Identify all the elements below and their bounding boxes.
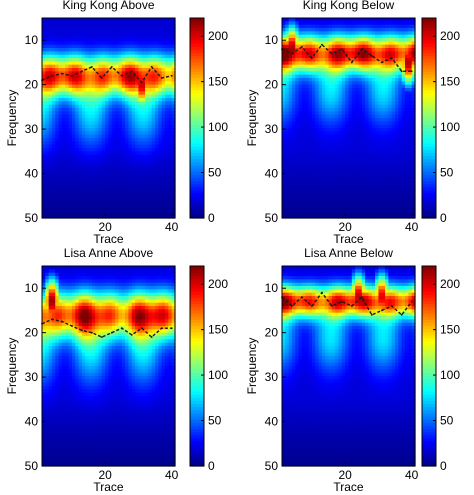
- x-tick-label: 40: [165, 220, 179, 234]
- y-axis-label: Frequency: [5, 90, 19, 147]
- x-tick-label: 40: [405, 220, 419, 234]
- dashed-line-point: [371, 55, 373, 57]
- y-tick-label: 10: [25, 33, 39, 47]
- dashed-line-point: [151, 66, 153, 68]
- dashed-line-point: [341, 48, 343, 50]
- y-tick-label: 30: [25, 122, 39, 136]
- dashed-line-point: [391, 57, 393, 59]
- dashed-line-point: [51, 75, 53, 77]
- dashed-line-point: [351, 62, 353, 64]
- dashed-line-point: [401, 70, 403, 72]
- dashed-line-point: [161, 77, 163, 79]
- colorbar-tick-label: 50: [208, 166, 222, 180]
- y-axis-label: Frequency: [245, 90, 259, 147]
- dashed-line-point: [311, 57, 313, 59]
- x-axis-label: Trace: [93, 232, 124, 246]
- chart-title: King Kong Below: [303, 0, 395, 12]
- x-axis-label: Trace: [333, 232, 364, 246]
- y-tick-label: 50: [265, 211, 279, 225]
- y-tick-label: 10: [265, 33, 279, 47]
- dashed-line-point: [71, 75, 73, 77]
- dashed-line-point: [111, 66, 113, 68]
- colorbar: 0 50 100 150 200: [190, 18, 228, 225]
- y-tick-label: 20: [25, 78, 39, 92]
- dashed-line-point: [171, 75, 173, 77]
- dashed-line-point: [101, 77, 103, 79]
- colorbar-tick-label: 150: [208, 75, 228, 89]
- y-tick-label: 40: [265, 167, 279, 181]
- dashed-line-point: [91, 66, 93, 68]
- colorbar-tick-label: 0: [208, 211, 215, 225]
- dashed-line-point: [331, 53, 333, 55]
- dashed-line-point: [81, 70, 83, 72]
- dashed-line-point: [121, 75, 123, 77]
- dashed-line-point: [291, 53, 293, 55]
- y-tick-label: 30: [265, 122, 279, 136]
- colorbar-segment: [190, 18, 204, 22]
- chart-title: King Kong Above: [62, 0, 154, 12]
- dashed-line-point: [61, 73, 63, 75]
- colorbar-tick-label: 200: [208, 29, 228, 43]
- dashed-line-point: [131, 70, 133, 72]
- y-tick-label: 40: [25, 167, 39, 181]
- dashed-line-point: [301, 46, 303, 48]
- y-tick-label: 50: [25, 211, 39, 225]
- colorbar-tick-label: 100: [208, 120, 228, 134]
- dashed-line-point: [411, 70, 413, 72]
- dashed-line-point: [321, 44, 323, 46]
- dashed-line-point: [361, 48, 363, 50]
- dashed-line-point: [381, 62, 383, 64]
- colorbar: 050100150200: [422, 18, 460, 225]
- y-tick-label: 20: [265, 78, 279, 92]
- dashed-line-point: [141, 82, 143, 84]
